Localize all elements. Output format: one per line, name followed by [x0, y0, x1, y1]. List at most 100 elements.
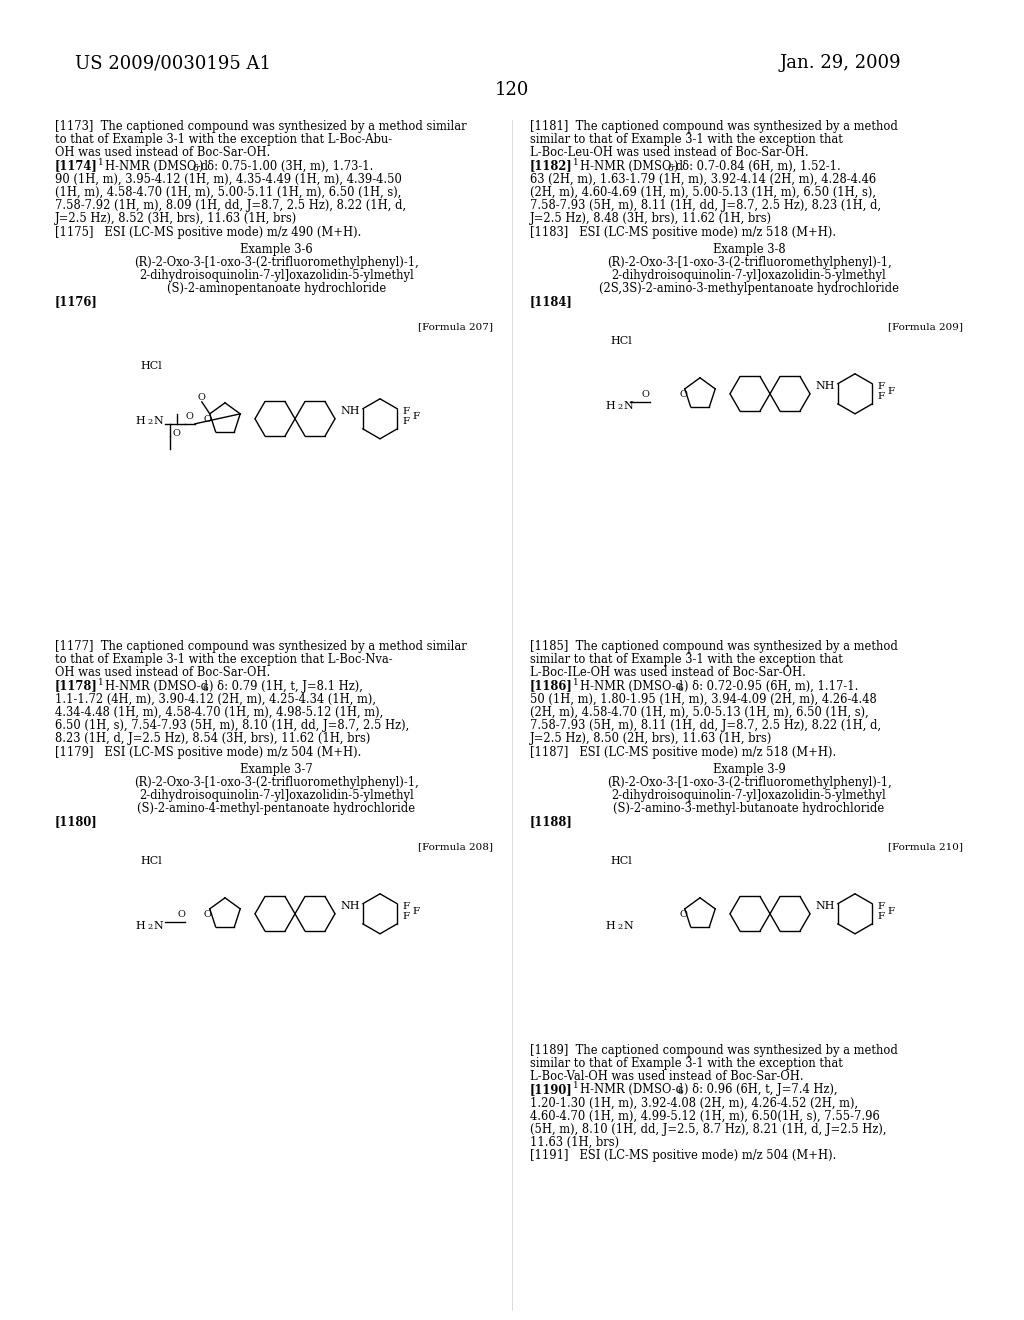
- Text: similar to that of Example 3-1 with the exception that: similar to that of Example 3-1 with the …: [530, 133, 843, 147]
- Text: O: O: [204, 909, 212, 919]
- Text: F: F: [402, 417, 410, 426]
- Text: H-NMR (DMSO-d: H-NMR (DMSO-d: [105, 160, 208, 173]
- Text: 2: 2: [617, 403, 623, 411]
- Text: (S)-2-amino-4-methyl-pentanoate hydrochloride: (S)-2-amino-4-methyl-pentanoate hydrochl…: [137, 803, 416, 816]
- Text: L-Boc-Leu-OH was used instead of Boc-Sar-OH.: L-Boc-Leu-OH was used instead of Boc-Sar…: [530, 147, 809, 160]
- Text: HCl: HCl: [610, 855, 632, 866]
- Text: H: H: [605, 401, 614, 411]
- Text: O: O: [642, 389, 650, 399]
- Text: H-NMR (DMSO-d: H-NMR (DMSO-d: [580, 1084, 683, 1097]
- Text: [1189]  The captioned compound was synthesized by a method: [1189] The captioned compound was synthe…: [530, 1044, 898, 1057]
- Text: O: O: [679, 909, 687, 919]
- Text: 2-dihydroisoquinolin-7-yl]oxazolidin-5-ylmethyl: 2-dihydroisoquinolin-7-yl]oxazolidin-5-y…: [139, 269, 414, 282]
- Text: to that of Example 3-1 with the exception that L-Boc-Abu-: to that of Example 3-1 with the exceptio…: [55, 133, 392, 147]
- Text: ) δ: 0.96 (6H, t, J=7.4 Hz),: ) δ: 0.96 (6H, t, J=7.4 Hz),: [684, 1084, 838, 1097]
- Text: HCl: HCl: [140, 855, 162, 866]
- Text: 6: 6: [202, 684, 208, 693]
- Text: [1180]: [1180]: [55, 816, 97, 829]
- Text: 6: 6: [667, 164, 673, 173]
- Text: 1.1-1.72 (4H, m), 3.90-4.12 (2H, m), 4.25-4.34 (1H, m),: 1.1-1.72 (4H, m), 3.90-4.12 (2H, m), 4.2…: [55, 693, 376, 706]
- Text: [1182]: [1182]: [530, 160, 572, 173]
- Text: 2-dihydroisoquinolin-7-yl]oxazolidin-5-ylmethyl: 2-dihydroisoquinolin-7-yl]oxazolidin-5-y…: [611, 789, 887, 803]
- Text: L-Boc-Val-OH was used instead of Boc-Sar-OH.: L-Boc-Val-OH was used instead of Boc-Sar…: [530, 1071, 804, 1084]
- Text: H-NMR (DMSO-d: H-NMR (DMSO-d: [580, 680, 683, 693]
- Text: 1.20-1.30 (1H, m), 3.92-4.08 (2H, m), 4.26-4.52 (2H, m),: 1.20-1.30 (1H, m), 3.92-4.08 (2H, m), 4.…: [530, 1097, 858, 1110]
- Text: J=2.5 Hz), 8.50 (2H, brs), 11.63 (1H, brs): J=2.5 Hz), 8.50 (2H, brs), 11.63 (1H, br…: [530, 733, 772, 746]
- Text: 6: 6: [677, 684, 683, 693]
- Text: [1181]  The captioned compound was synthesized by a method: [1181] The captioned compound was synthe…: [530, 120, 898, 133]
- Text: 4.34-4.48 (1H, m), 4.58-4.70 (1H, m), 4.98-5.12 (1H, m),: 4.34-4.48 (1H, m), 4.58-4.70 (1H, m), 4.…: [55, 706, 383, 719]
- Text: 6: 6: [677, 1088, 683, 1097]
- Text: 7.58-7.92 (1H, m), 8.09 (1H, dd, J=8.7, 2.5 Hz), 8.22 (1H, d,: 7.58-7.92 (1H, m), 8.09 (1H, dd, J=8.7, …: [55, 199, 407, 213]
- Text: (2S,3S)-2-amino-3-methylpentanoate hydrochloride: (2S,3S)-2-amino-3-methylpentanoate hydro…: [599, 282, 899, 296]
- Text: F: F: [877, 381, 884, 391]
- Text: 6: 6: [193, 164, 198, 173]
- Text: to that of Example 3-1 with the exception that L-Boc-Nva-: to that of Example 3-1 with the exceptio…: [55, 653, 392, 667]
- Text: 90 (1H, m), 3.95-4.12 (1H, m), 4.35-4.49 (1H, m), 4.39-4.50: 90 (1H, m), 3.95-4.12 (1H, m), 4.35-4.49…: [55, 173, 401, 186]
- Text: (S)-2-aminopentanoate hydrochloride: (S)-2-aminopentanoate hydrochloride: [167, 282, 386, 296]
- Text: F: F: [402, 407, 410, 416]
- Text: [Formula 209]: [Formula 209]: [888, 322, 963, 331]
- Text: F: F: [412, 907, 419, 916]
- Text: ) δ: 0.7-0.84 (6H, m), 1.52-1.: ) δ: 0.7-0.84 (6H, m), 1.52-1.: [674, 160, 841, 173]
- Text: similar to that of Example 3-1 with the exception that: similar to that of Example 3-1 with the …: [530, 1057, 843, 1071]
- Text: [1176]: [1176]: [55, 296, 98, 309]
- Text: Example 3-7: Example 3-7: [240, 763, 313, 776]
- Text: NH: NH: [815, 380, 835, 391]
- Text: 7.58-7.93 (5H, m), 8.11 (1H, dd, J=8.7, 2.5 Hz), 8.22 (1H, d,: 7.58-7.93 (5H, m), 8.11 (1H, dd, J=8.7, …: [530, 719, 881, 733]
- Text: H: H: [135, 416, 144, 426]
- Text: OH was used instead of Boc-Sar-OH.: OH was used instead of Boc-Sar-OH.: [55, 147, 270, 160]
- Text: H: H: [135, 921, 144, 931]
- Text: [1174]: [1174]: [55, 160, 98, 173]
- Text: (1H, m), 4.58-4.70 (1H, m), 5.00-5.11 (1H, m), 6.50 (1H, s),: (1H, m), 4.58-4.70 (1H, m), 5.00-5.11 (1…: [55, 186, 401, 199]
- Text: US 2009/0030195 A1: US 2009/0030195 A1: [75, 54, 271, 73]
- Text: ) δ: 0.72-0.95 (6H, m), 1.17-1.: ) δ: 0.72-0.95 (6H, m), 1.17-1.: [684, 680, 858, 693]
- Text: (S)-2-amino-3-methyl-butanoate hydrochloride: (S)-2-amino-3-methyl-butanoate hydrochlo…: [613, 803, 885, 816]
- Text: [Formula 207]: [Formula 207]: [418, 322, 493, 331]
- Text: ) δ: 0.75-1.00 (3H, m), 1.73-1.: ) δ: 0.75-1.00 (3H, m), 1.73-1.: [199, 160, 374, 173]
- Text: [Formula 208]: [Formula 208]: [418, 842, 493, 851]
- Text: 1: 1: [98, 157, 103, 166]
- Text: [1186]: [1186]: [530, 680, 572, 693]
- Text: [1190]: [1190]: [530, 1084, 572, 1097]
- Text: 2-dihydroisoquinolin-7-yl]oxazolidin-5-ylmethyl: 2-dihydroisoquinolin-7-yl]oxazolidin-5-y…: [611, 269, 887, 282]
- Text: Example 3-6: Example 3-6: [241, 243, 312, 256]
- Text: 8.23 (1H, d, J=2.5 Hz), 8.54 (3H, brs), 11.62 (1H, brs): 8.23 (1H, d, J=2.5 Hz), 8.54 (3H, brs), …: [55, 733, 371, 746]
- Text: O: O: [198, 393, 206, 401]
- Text: O: O: [679, 389, 687, 399]
- Text: [1188]: [1188]: [530, 816, 572, 829]
- Text: 1: 1: [573, 677, 579, 686]
- Text: (2H, m), 4.58-4.70 (1H, m), 5.0-5.13 (1H, m), 6.50 (1H, s),: (2H, m), 4.58-4.70 (1H, m), 5.0-5.13 (1H…: [530, 706, 868, 719]
- Text: Jan. 29, 2009: Jan. 29, 2009: [780, 54, 901, 73]
- Text: 1: 1: [98, 677, 103, 686]
- Text: [1179]   ESI (LC-MS positive mode) m/z 504 (M+H).: [1179] ESI (LC-MS positive mode) m/z 504…: [55, 746, 361, 759]
- Text: [1191]   ESI (LC-MS positive mode) m/z 504 (M+H).: [1191] ESI (LC-MS positive mode) m/z 504…: [530, 1150, 837, 1163]
- Text: F: F: [877, 902, 884, 911]
- Text: NH: NH: [815, 900, 835, 911]
- Text: F: F: [887, 907, 894, 916]
- Text: 2: 2: [617, 923, 623, 931]
- Text: [1175]   ESI (LC-MS positive mode) m/z 490 (M+H).: [1175] ESI (LC-MS positive mode) m/z 490…: [55, 226, 361, 239]
- Text: Example 3-9: Example 3-9: [713, 763, 785, 776]
- Text: F: F: [887, 387, 894, 396]
- Text: (R)-2-Oxo-3-[1-oxo-3-(2-trifluoromethylphenyl)-1,: (R)-2-Oxo-3-[1-oxo-3-(2-trifluoromethylp…: [606, 256, 891, 269]
- Text: 120: 120: [495, 81, 529, 99]
- Text: N: N: [623, 921, 633, 931]
- Text: N: N: [153, 921, 163, 931]
- Text: 1: 1: [573, 1081, 579, 1090]
- Text: O: O: [172, 429, 180, 438]
- Text: 63 (2H, m), 1.63-1.79 (1H, m), 3.92-4.14 (2H, m), 4.28-4.46: 63 (2H, m), 1.63-1.79 (1H, m), 3.92-4.14…: [530, 173, 877, 186]
- Text: F: F: [877, 912, 884, 921]
- Text: NH: NH: [340, 405, 359, 416]
- Text: 6.50 (1H, s), 7.54-7.93 (5H, m), 8.10 (1H, dd, J=8.7, 2.5 Hz),: 6.50 (1H, s), 7.54-7.93 (5H, m), 8.10 (1…: [55, 719, 410, 733]
- Text: F: F: [402, 912, 410, 921]
- Text: ) δ: 0.79 (1H, t, J=8.1 Hz),: ) δ: 0.79 (1H, t, J=8.1 Hz),: [209, 680, 362, 693]
- Text: [1173]  The captioned compound was synthesized by a method similar: [1173] The captioned compound was synthe…: [55, 120, 467, 133]
- Text: [1177]  The captioned compound was synthesized by a method similar: [1177] The captioned compound was synthe…: [55, 640, 467, 653]
- Text: 2-dihydroisoquinolin-7-yl]oxazolidin-5-ylmethyl: 2-dihydroisoquinolin-7-yl]oxazolidin-5-y…: [139, 789, 414, 803]
- Text: J=2.5 Hz), 8.52 (3H, brs), 11.63 (1H, brs): J=2.5 Hz), 8.52 (3H, brs), 11.63 (1H, br…: [55, 213, 297, 226]
- Text: H: H: [605, 921, 614, 931]
- Text: O: O: [177, 909, 185, 919]
- Text: 2: 2: [147, 923, 153, 931]
- Text: HCl: HCl: [140, 360, 162, 371]
